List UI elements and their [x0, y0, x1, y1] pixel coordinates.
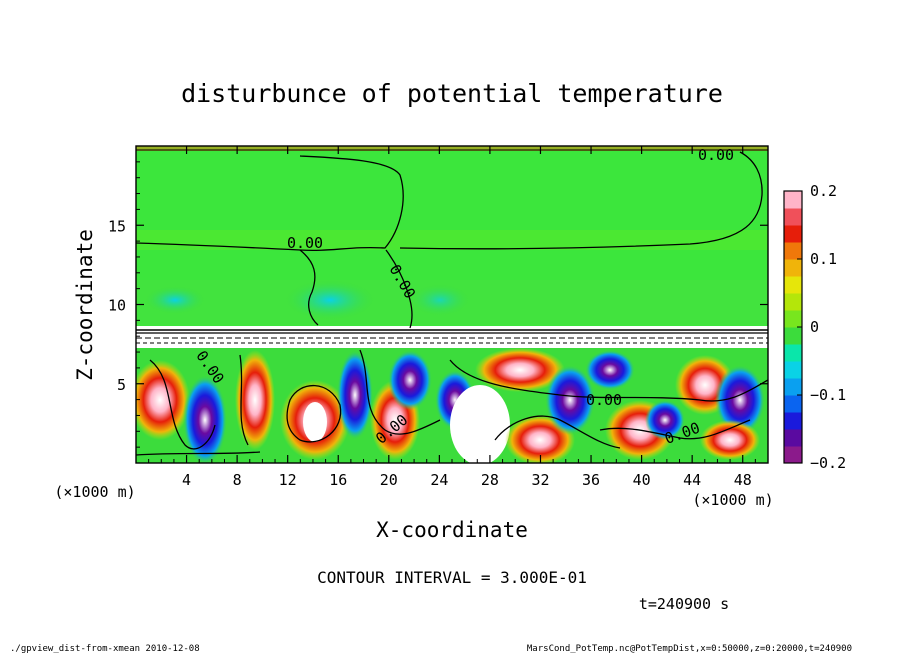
- x-unit-label: (×1000 m): [692, 491, 773, 509]
- colorbar-swatch: [784, 378, 802, 396]
- x-tick-label: 8: [233, 471, 242, 489]
- colorbar-swatch: [784, 361, 802, 379]
- x-tick-label: 12: [279, 471, 297, 489]
- y-tick-label: 15: [108, 217, 126, 235]
- contour-interval: CONTOUR INTERVAL = 3.000E-01: [317, 568, 587, 587]
- x-tick-label: 36: [582, 471, 600, 489]
- y-axis-label: Z-coordinate: [73, 229, 97, 381]
- colorbar-tick-label: −0.2: [810, 454, 846, 472]
- colorbar-swatch: [784, 446, 802, 464]
- contour-label: 0.00: [287, 234, 323, 252]
- colorbar-swatch: [784, 208, 802, 226]
- time-stamp: t=240900 s: [639, 595, 729, 613]
- colorbar-swatch: [784, 395, 802, 413]
- colorbar-swatch: [784, 225, 802, 243]
- footer-right: MarsCond_PotTemp.nc@PotTempDist,x=0:5000…: [527, 644, 852, 654]
- colorbar-swatch: [784, 344, 802, 362]
- x-tick-label: 24: [430, 471, 448, 489]
- colorbar-swatch: [784, 310, 802, 328]
- y-tick-label: 10: [108, 297, 126, 315]
- colorbar-swatch: [784, 429, 802, 447]
- colorbar-swatch: [784, 259, 802, 277]
- colorbar-tick-label: 0: [810, 318, 819, 336]
- colorbar-swatch: [784, 276, 802, 294]
- colorbar: [784, 191, 802, 464]
- y-unit-label: (×1000 m): [54, 483, 135, 501]
- x-axis: 4 8 12 16 20 24 28 32 36 40 44 48: [148, 146, 756, 489]
- colorbar-ticks: 0.2 0.1 0 −0.1 −0.2: [797, 182, 846, 472]
- y-axis: 5 10 15: [108, 161, 768, 448]
- colorbar-swatch: [784, 191, 802, 209]
- colorbar-swatch: [784, 293, 802, 311]
- x-tick-label: 4: [182, 471, 191, 489]
- contour-label: 0.00: [698, 146, 734, 164]
- colorbar-swatch: [784, 327, 802, 345]
- heatmap-field: [136, 146, 768, 463]
- footer-left: ./gpview_dist-from-xmean 2010-12-08: [10, 644, 200, 654]
- x-tick-label: 32: [531, 471, 549, 489]
- colorbar-tick-label: 0.2: [810, 182, 837, 200]
- x-tick-label: 16: [329, 471, 347, 489]
- chart-title: disturbunce of potential temperature: [181, 79, 723, 108]
- x-tick-label: 44: [683, 471, 701, 489]
- colorbar-tick-label: 0.1: [810, 250, 837, 268]
- x-tick-label: 20: [380, 471, 398, 489]
- x-tick-label: 48: [734, 471, 752, 489]
- colorbar-swatch: [784, 242, 802, 260]
- x-tick-label: 28: [481, 471, 499, 489]
- y-tick-label: 5: [117, 376, 126, 394]
- contour-label: 0.00: [586, 391, 622, 409]
- colorbar-swatch: [784, 412, 802, 430]
- x-tick-label: 40: [633, 471, 651, 489]
- colorbar-tick-label: −0.1: [810, 386, 846, 404]
- x-axis-label: X-coordinate: [376, 518, 528, 542]
